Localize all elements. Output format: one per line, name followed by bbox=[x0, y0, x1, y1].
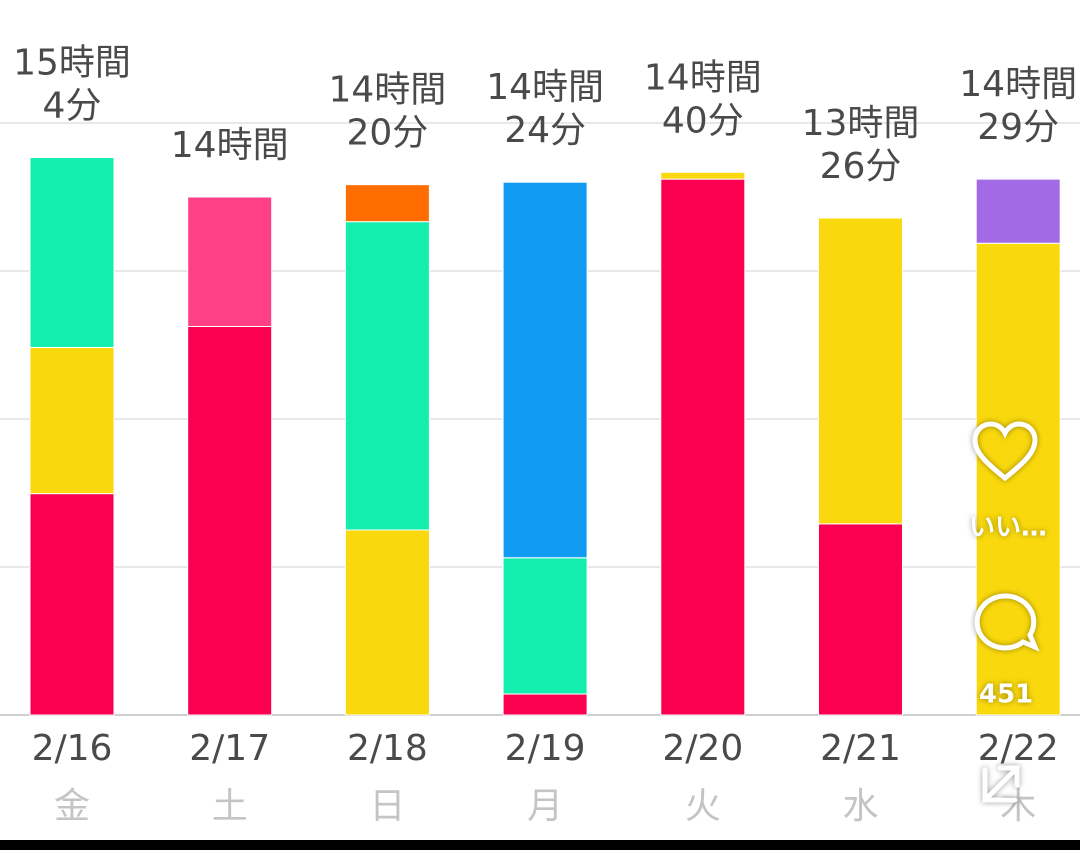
weekday-label: 水 bbox=[842, 786, 878, 827]
weekday-label: 土 bbox=[212, 786, 248, 827]
like-button[interactable] bbox=[972, 421, 1038, 482]
weekday-label: 月 bbox=[527, 786, 563, 827]
x-tick-label: 2/20 bbox=[662, 728, 743, 769]
total-label: 14時間 bbox=[959, 64, 1077, 105]
comment-count: 451 bbox=[979, 680, 1033, 710]
weekday-label: 金 bbox=[54, 786, 90, 827]
x-tick-label: 2/18 bbox=[347, 728, 428, 769]
total-label: 14時間 bbox=[486, 67, 604, 108]
x-tick-label: 2/21 bbox=[820, 728, 901, 769]
bar-segment bbox=[502, 693, 588, 716]
bar-segment bbox=[975, 178, 1061, 244]
total-label: 26分 bbox=[820, 146, 902, 187]
bar-segment bbox=[187, 326, 273, 716]
total-label: 4分 bbox=[43, 86, 102, 127]
share-button[interactable] bbox=[982, 765, 1020, 803]
total-label: 14時間 bbox=[171, 125, 289, 166]
weekday-label: 火 bbox=[685, 786, 721, 827]
bar-segment bbox=[344, 221, 430, 531]
bar-segment bbox=[975, 242, 1061, 716]
total-label: 40分 bbox=[662, 100, 744, 141]
x-tick-label: 2/16 bbox=[32, 728, 113, 769]
bar-segment bbox=[818, 217, 903, 525]
total-label: 14時間 bbox=[328, 70, 446, 111]
bar-segment bbox=[29, 346, 115, 495]
total-label: 14時間 bbox=[644, 57, 762, 98]
total-label: 29分 bbox=[977, 107, 1059, 148]
total-label: 24分 bbox=[504, 110, 586, 151]
bar-segment bbox=[660, 178, 746, 716]
x-tick-label: 2/19 bbox=[505, 728, 586, 769]
bar-segment bbox=[818, 523, 903, 716]
comment-button[interactable] bbox=[974, 593, 1040, 652]
bar-segment bbox=[502, 557, 588, 695]
weekday-label: 日 bbox=[369, 786, 405, 827]
x-tick-label: 2/22 bbox=[978, 728, 1059, 769]
total-label: 20分 bbox=[346, 113, 428, 154]
total-label: 15時間 bbox=[13, 43, 131, 84]
bar-segment bbox=[187, 196, 273, 327]
bar-segment bbox=[660, 171, 746, 180]
weekday-label: 木 bbox=[1000, 786, 1036, 827]
bar-segment bbox=[344, 529, 430, 716]
like-label: いい… bbox=[969, 513, 1047, 543]
bar-segment bbox=[502, 181, 588, 559]
overlay: いい… 451 bbox=[969, 421, 1047, 803]
bar-segment bbox=[29, 157, 115, 348]
x-tick-label: 2/17 bbox=[189, 728, 270, 769]
total-label: 13時間 bbox=[802, 103, 920, 144]
bar-segment bbox=[29, 493, 115, 716]
plot: 15時間4分2/16金14時間2/17土14時間20分2/18日14時間24分2… bbox=[0, 43, 1080, 827]
bar-segment bbox=[344, 184, 430, 223]
